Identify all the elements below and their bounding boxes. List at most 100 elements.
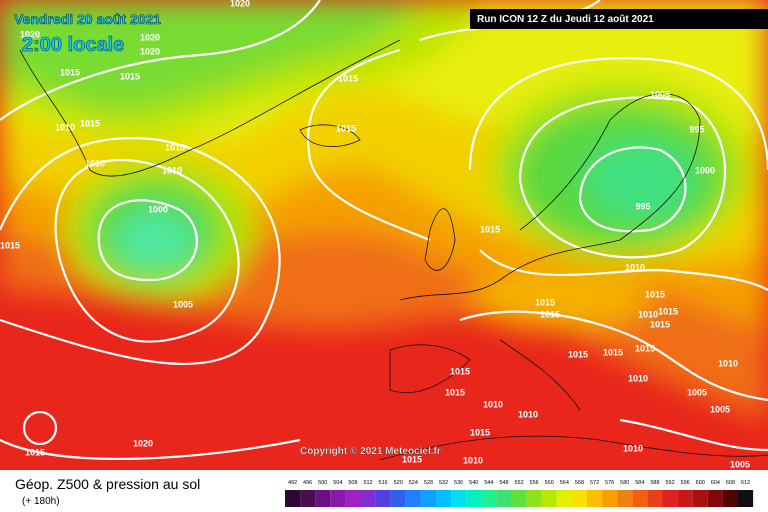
colorbar-swatch <box>420 490 436 507</box>
isobar-label: 1010 <box>625 262 645 272</box>
isobar-label: 1015 <box>450 366 470 376</box>
colorbar-label: 576 <box>605 480 614 486</box>
colorbar-swatch <box>617 490 633 507</box>
isobar-label: 1010 <box>55 122 75 132</box>
isobar-label: 1015 <box>60 67 80 77</box>
isobar-label: 1000 <box>695 165 715 175</box>
colorbar-label: 596 <box>681 480 690 486</box>
isobar-label: 995 <box>635 201 650 211</box>
background-field <box>0 0 768 470</box>
colorbar: 492 496 500 504 508 512 516 520 524 528 532 536 540 5… <box>285 480 754 507</box>
colorbar-label: 612 <box>741 480 750 486</box>
run-label: Run ICON 12 Z du Jeudi 12 août 2021 <box>477 14 654 25</box>
colorbar-swatch <box>390 490 406 507</box>
legend-title: Géop. Z500 & pression au sol <box>15 476 200 492</box>
colorbar-swatch <box>526 490 542 507</box>
colorbar-swatch <box>466 490 482 507</box>
isobar-label: 1005 <box>710 404 730 414</box>
colorbar-swatch <box>360 490 376 507</box>
colorbar-label: 584 <box>635 480 644 486</box>
colorbar-swatch <box>587 490 603 507</box>
copyright: Copyright © 2021 Meteociel.fr <box>300 446 441 457</box>
colorbar-label: 500 <box>318 480 327 486</box>
isobar-label: 1010 <box>162 165 182 175</box>
isobar-label: 1010 <box>483 399 503 409</box>
colorbar-label: 600 <box>696 480 705 486</box>
isobar-label: 1020 <box>20 29 40 39</box>
colorbar-label: 532 <box>439 480 448 486</box>
isobar-label: 1015 <box>165 142 185 152</box>
colorbar-label: 580 <box>620 480 629 486</box>
colorbar-label: 544 <box>484 480 493 486</box>
colorbar-label: 552 <box>514 480 523 486</box>
isobar-label: 1015 <box>402 454 422 464</box>
isobar-label: 1005 <box>650 89 670 99</box>
colorbar-swatch <box>571 490 587 507</box>
isobar-label: 1015 <box>445 387 465 397</box>
isobar-label: 1010 <box>718 358 738 368</box>
isobar-label: 1015 <box>535 297 555 307</box>
colorbar-swatch <box>436 490 452 507</box>
colorbar-label: 564 <box>560 480 569 486</box>
colorbar-label: 508 <box>348 480 357 486</box>
isobar-label: 1015 <box>650 319 670 329</box>
isobar-label: 1020 <box>140 46 160 56</box>
colorbar-swatch <box>451 490 467 507</box>
colorbar-label: 560 <box>545 480 554 486</box>
colorbar-label: 548 <box>499 480 508 486</box>
isobar-label: 1005 <box>687 387 707 397</box>
isobars <box>0 0 768 461</box>
date-label: Vendredi 20 août 2021 <box>14 11 161 27</box>
isobar-label: 1010 <box>628 373 648 383</box>
isobar-label: 1015 <box>80 118 100 128</box>
colorbar-label: 516 <box>379 480 388 486</box>
colorbar-swatch <box>285 490 301 507</box>
isobar-label: 1000 <box>148 204 168 214</box>
isobar-label: 1015 <box>338 73 358 83</box>
run-box <box>470 9 768 29</box>
colorbar-swatch <box>556 490 572 507</box>
isobar-label: 1020 <box>140 32 160 42</box>
isobar-label: 1020 <box>133 438 153 448</box>
isobar-label: 1010 <box>638 309 658 319</box>
header: Vendredi 20 août 2021 2:00 locale Run IC… <box>14 9 768 457</box>
isobar-label: 1015 <box>336 123 356 133</box>
colorbar-swatch <box>662 490 678 507</box>
isobar-label: 995 <box>689 124 704 134</box>
colorbar-swatch <box>481 490 497 507</box>
colorbar-swatch <box>707 490 723 507</box>
colorbar-swatch <box>511 490 527 507</box>
isobar-label: 1010 <box>85 158 105 168</box>
colorbar-swatch <box>632 490 648 507</box>
isobar-label: 1015 <box>470 427 490 437</box>
colorbar-label: 524 <box>409 480 418 486</box>
colorbar-label: 604 <box>711 480 720 486</box>
isobar-label: 1015 <box>540 309 560 319</box>
colorbar-label: 572 <box>590 480 599 486</box>
colorbar-swatch <box>647 490 663 507</box>
colorbar-swatch <box>300 490 316 507</box>
isobar-label: 1010 <box>623 443 643 453</box>
colorbar-swatch <box>541 490 557 507</box>
isobar-label: 1010 <box>463 455 483 465</box>
isobar-label: 1015 <box>658 306 678 316</box>
colorbar-label: 520 <box>394 480 403 486</box>
isobar-label: 1015 <box>645 289 665 299</box>
colorbar-swatch <box>496 490 512 507</box>
colorbar-label: 556 <box>530 480 539 486</box>
colorbar-swatch <box>315 490 331 507</box>
colorbar-label: 568 <box>575 480 584 486</box>
isobar-label: 1015 <box>480 224 500 234</box>
colorbar-swatch <box>405 490 421 507</box>
colorbar-label: 608 <box>726 480 735 486</box>
isobar-label: 1015 <box>603 347 623 357</box>
colorbar-label: 512 <box>363 480 372 486</box>
colorbar-label: 536 <box>454 480 463 486</box>
colorbar-swatch <box>722 490 738 507</box>
time-label: 2:00 locale <box>22 34 124 56</box>
isobar-label: 1015 <box>25 447 45 457</box>
colorbar-swatch <box>692 490 708 507</box>
colorbar-label: 504 <box>333 480 342 486</box>
colorbar-swatch <box>602 490 618 507</box>
